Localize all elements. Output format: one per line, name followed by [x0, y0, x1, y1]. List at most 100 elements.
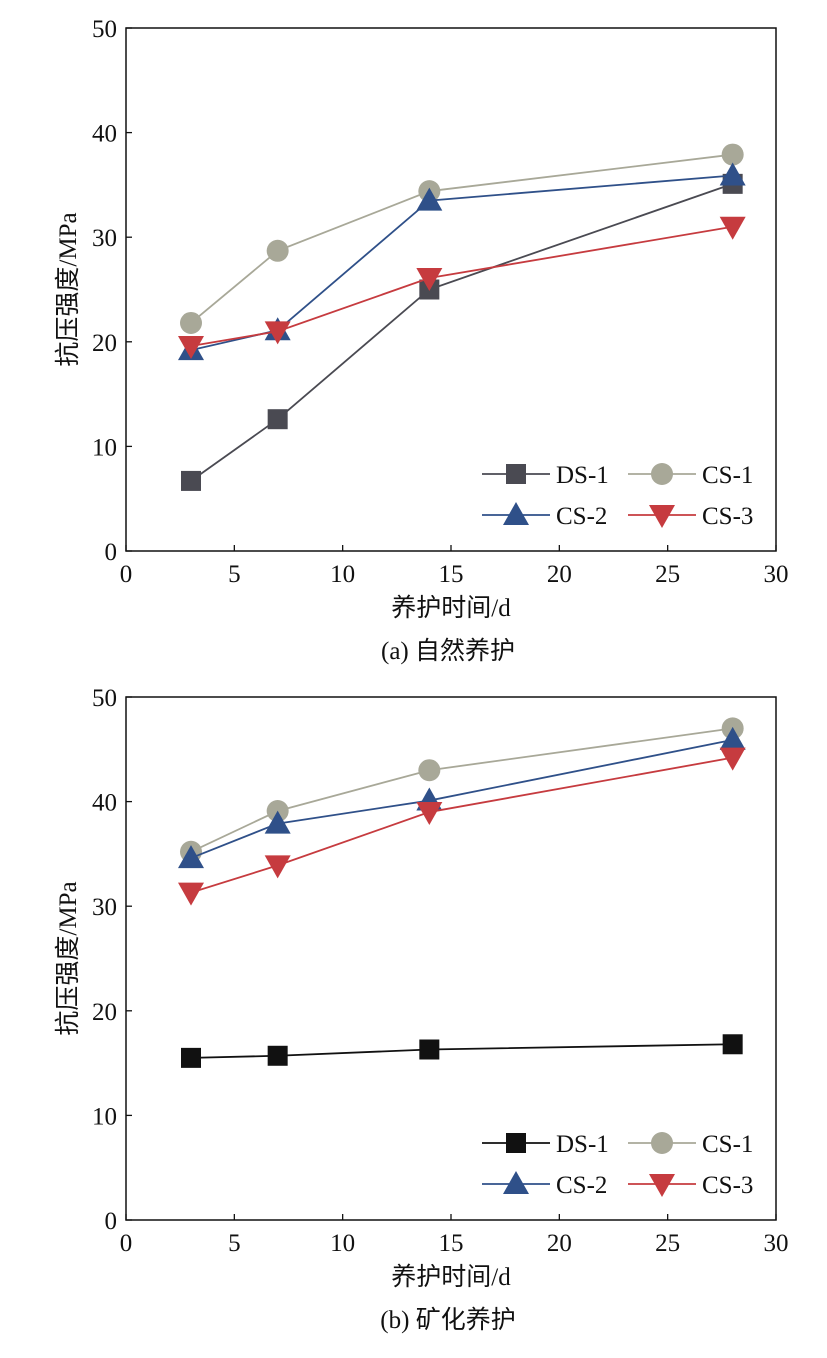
- series-line: [190, 174, 733, 352]
- legend-item-cs-2: CS-2: [482, 1171, 607, 1199]
- data-point: [722, 1034, 743, 1055]
- series-line: [190, 739, 733, 859]
- data-point: [264, 855, 291, 879]
- legend-marker: [651, 1132, 673, 1154]
- series-cs-3: [178, 216, 746, 359]
- series-line: [190, 225, 733, 347]
- y-tick-label: 10: [92, 1103, 117, 1130]
- legend-marker: [651, 463, 673, 485]
- legend-label: CS-1: [702, 1131, 753, 1158]
- data-point: [719, 216, 746, 240]
- data-point: [719, 162, 746, 186]
- y-axis-label: 抗压强度/MPa: [54, 212, 82, 366]
- data-point: [178, 845, 204, 869]
- data-point: [419, 1039, 440, 1060]
- x-tick-label: 0: [120, 561, 133, 588]
- legend-label: CS-1: [702, 462, 753, 489]
- data-point: [721, 143, 744, 166]
- series-cs-3: [178, 747, 746, 906]
- y-tick-label: 20: [92, 999, 117, 1026]
- legend-item-cs-3: CS-3: [628, 1172, 753, 1199]
- chart-a: 0 5 10 15 20 25 30 0 10 20 30 40 50 养护时间/d 抗压强度/MPa (a)…: [54, 16, 789, 665]
- x-tick-label: 30: [764, 561, 789, 588]
- legend-label: DS-1: [556, 462, 609, 489]
- y-tick-label: 50: [92, 16, 117, 43]
- legend-label: CS-3: [702, 503, 753, 530]
- x-tick-label: 0: [120, 1230, 133, 1257]
- x-tick-label: 20: [547, 561, 572, 588]
- y-tick-label: 0: [105, 539, 118, 566]
- legend-marker: [506, 464, 526, 484]
- legend-item-cs-3: CS-3: [628, 503, 753, 530]
- chart-caption: (a) 自然养护: [381, 637, 515, 665]
- data-point: [264, 321, 291, 345]
- legend: DS-1 CS-1 CS-2 CS-3: [482, 462, 753, 530]
- data-point: [267, 1045, 288, 1066]
- legend-marker: [506, 1133, 526, 1153]
- legend-label: CS-2: [556, 1172, 607, 1199]
- series-line: [190, 183, 733, 482]
- legend-marker: [503, 502, 529, 525]
- legend-label: CS-2: [556, 503, 607, 530]
- series-line: [190, 153, 733, 324]
- series-cs-2: [178, 726, 746, 869]
- x-tick-label: 30: [764, 1230, 789, 1257]
- y-tick-label: 0: [105, 1208, 118, 1235]
- data-point: [178, 335, 204, 359]
- series-line: [190, 756, 733, 894]
- x-tick-label: 10: [330, 561, 355, 588]
- legend: DS-1 CS-1 CS-2 CS-3: [482, 1131, 753, 1199]
- x-tick-label: 5: [228, 561, 241, 588]
- y-tick-label: 20: [92, 330, 117, 357]
- x-tick-label: 15: [439, 561, 464, 588]
- chart-b: 0 5 10 15 20 25 30 0 10 20 30 40 50 养护时间/d 抗压强度/MPa (b)…: [54, 685, 789, 1334]
- series-cs-1: [180, 143, 744, 334]
- data-point: [719, 726, 746, 750]
- data-point: [181, 1047, 201, 1068]
- data-point: [267, 409, 288, 430]
- data-point: [180, 311, 202, 334]
- data-point: [416, 267, 443, 291]
- x-tick-label: 25: [655, 561, 680, 588]
- x-tick-label: 10: [330, 1230, 355, 1257]
- x-axis-label: 养护时间/d: [391, 594, 511, 622]
- x-tick-label: 20: [547, 1230, 572, 1257]
- legend-item-ds-1: DS-1: [482, 1131, 609, 1158]
- chart-caption: (b) 矿化养护: [380, 1306, 515, 1334]
- series-cs-1: [180, 717, 744, 863]
- data-point: [416, 802, 443, 826]
- legend-item-cs-1: CS-1: [628, 462, 753, 489]
- data-point: [264, 810, 291, 834]
- data-point: [266, 239, 289, 262]
- y-tick-label: 10: [92, 434, 117, 461]
- x-tick-label: 15: [439, 1230, 464, 1257]
- series-ds-1: [181, 1034, 743, 1068]
- y-tick-label: 50: [92, 685, 117, 712]
- x-axis-label: 养护时间/d: [391, 1263, 511, 1291]
- legend-item-cs-1: CS-1: [628, 1131, 753, 1158]
- legend-marker: [649, 1174, 675, 1197]
- y-tick-label: 40: [92, 121, 117, 148]
- plot-frame: [125, 27, 777, 552]
- legend-marker: [503, 1171, 529, 1194]
- legend-marker: [649, 505, 675, 528]
- legend-item-ds-1: DS-1: [482, 462, 609, 489]
- series-line: [190, 1043, 733, 1059]
- y-axis-label: 抗压强度/MPa: [54, 881, 82, 1035]
- legend-item-cs-2: CS-2: [482, 502, 607, 530]
- data-point: [181, 470, 201, 491]
- data-point: [719, 747, 746, 771]
- y-tick-label: 40: [92, 790, 117, 817]
- data-point: [416, 187, 443, 211]
- data-point: [178, 882, 204, 906]
- x-tick-label: 5: [228, 1230, 241, 1257]
- data-point: [418, 759, 441, 782]
- legend-label: DS-1: [556, 1131, 609, 1158]
- y-tick-label: 30: [92, 894, 117, 921]
- series-line: [190, 727, 733, 853]
- plot-frame: [125, 696, 777, 1221]
- series-cs-2: [178, 162, 746, 361]
- x-tick-label: 25: [655, 1230, 680, 1257]
- y-tick-label: 30: [92, 225, 117, 252]
